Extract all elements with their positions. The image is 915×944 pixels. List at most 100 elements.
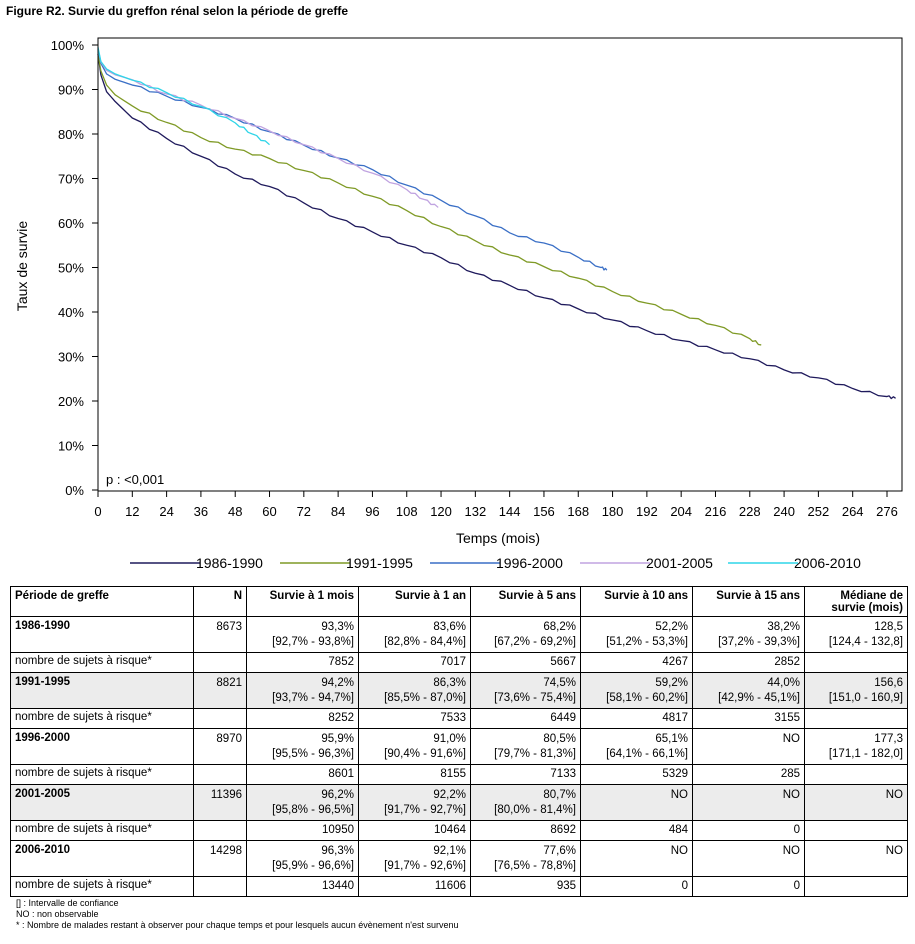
table-header-cell: Survie à 1 an bbox=[358, 586, 471, 617]
survival-value-cell: 92,2% [91,7% - 92,7%] bbox=[358, 784, 471, 821]
risk-label-cell: nombre de sujets à risque* bbox=[10, 708, 194, 729]
survival-value-cell: 74,5% [73,6% - 75,4%] bbox=[470, 672, 581, 709]
survival-value-cell: NO bbox=[692, 728, 805, 765]
note-ci: [] : Intervalle de confiance bbox=[16, 898, 119, 908]
table-notes: [] : Intervalle de confiance NO : non ob… bbox=[16, 898, 458, 931]
empty-cell bbox=[193, 820, 247, 841]
x-tick-label: 192 bbox=[636, 504, 658, 519]
period-cell: 2001-2005 bbox=[10, 784, 194, 821]
y-tick-label: 90% bbox=[58, 83, 84, 98]
y-tick-label: 60% bbox=[58, 216, 84, 231]
y-tick-label: 20% bbox=[58, 394, 84, 409]
risk-count-cell: 13440 bbox=[246, 876, 359, 897]
table-risk-row: nombre de sujets à risque* 10950 10464 8692… bbox=[10, 820, 908, 841]
risk-count-cell: 11606 bbox=[358, 876, 471, 897]
survival-value-cell: NO bbox=[804, 840, 908, 877]
table-row: 1996-2000 8970 95,9% [95,5% - 96,3%] 91,0% [9… bbox=[10, 728, 908, 765]
n-cell: 8821 bbox=[193, 672, 247, 709]
risk-count-cell: 7017 bbox=[358, 652, 471, 673]
survival-value-cell: 91,0% [90,4% - 91,6%] bbox=[358, 728, 471, 765]
n-cell: 11396 bbox=[193, 784, 247, 821]
survival-value-cell: 93,3% [92,7% - 93,8%] bbox=[246, 616, 359, 653]
x-tick-label: 96 bbox=[365, 504, 379, 519]
risk-count-cell: 0 bbox=[580, 876, 693, 897]
x-tick-label: 132 bbox=[464, 504, 486, 519]
survival-value-cell: 95,9% [95,5% - 96,3%] bbox=[246, 728, 359, 765]
period-cell: 2006-2010 bbox=[10, 840, 194, 877]
survival-value-cell: 177,3 [171,1 - 182,0] bbox=[804, 728, 908, 765]
empty-cell bbox=[193, 708, 247, 729]
x-tick-label: 180 bbox=[602, 504, 624, 519]
table-header-cell: Période de greffe bbox=[10, 586, 194, 617]
survival-value-cell: NO bbox=[804, 784, 908, 821]
table-header-cell: Survie à 1 mois bbox=[246, 586, 359, 617]
risk-label-cell: nombre de sujets à risque* bbox=[10, 652, 194, 673]
series-line-1991-1995 bbox=[97, 53, 762, 346]
x-tick-label: 144 bbox=[499, 504, 521, 519]
table-risk-row: nombre de sujets à risque* 13440 11606 935 0… bbox=[10, 876, 908, 897]
risk-count-cell: 0 bbox=[692, 820, 805, 841]
y-tick-label: 10% bbox=[58, 439, 84, 454]
risk-count-cell: 4267 bbox=[580, 652, 693, 673]
survival-value-cell: 86,3% [85,5% - 87,0%] bbox=[358, 672, 471, 709]
survival-value-cell: 128,5 [124,4 - 132,8] bbox=[804, 616, 908, 653]
table-header-cell: Survie à 5 ans bbox=[470, 586, 581, 617]
empty-cell bbox=[193, 764, 247, 785]
risk-count-cell: 7852 bbox=[246, 652, 359, 673]
survival-value-cell: 156,6 [151,0 - 160,9] bbox=[804, 672, 908, 709]
risk-count-cell: 5667 bbox=[470, 652, 581, 673]
y-tick-label: 100% bbox=[51, 38, 85, 53]
table-header-cell: N bbox=[193, 586, 247, 617]
x-tick-label: 240 bbox=[773, 504, 795, 519]
survival-value-cell: 77,6% [76,5% - 78,8%] bbox=[470, 840, 581, 877]
y-tick-label: 50% bbox=[58, 261, 84, 276]
x-tick-label: 84 bbox=[331, 504, 345, 519]
risk-count-cell: 2852 bbox=[692, 652, 805, 673]
table-risk-row: nombre de sujets à risque* 7852 7017 5667 42… bbox=[10, 652, 908, 673]
survival-value-cell: 83,6% [82,8% - 84,4%] bbox=[358, 616, 471, 653]
risk-count-cell: 8601 bbox=[246, 764, 359, 785]
empty-cell bbox=[804, 652, 908, 673]
empty-cell bbox=[193, 652, 247, 673]
x-tick-label: 60 bbox=[262, 504, 276, 519]
risk-count-cell: 7533 bbox=[358, 708, 471, 729]
risk-label-cell: nombre de sujets à risque* bbox=[10, 876, 194, 897]
x-axis-label: Temps (mois) bbox=[456, 530, 540, 546]
x-tick-label: 264 bbox=[842, 504, 864, 519]
survival-value-cell: 80,5% [79,7% - 81,3%] bbox=[470, 728, 581, 765]
table-header-row: Période de greffe N Survie à 1 mois Survie … bbox=[10, 586, 908, 617]
survival-value-cell: 80,7% [80,0% - 81,4%] bbox=[470, 784, 581, 821]
p-value-annotation: p : <0,001 bbox=[106, 472, 164, 487]
n-cell: 8673 bbox=[193, 616, 247, 653]
survival-value-cell: 68,2% [67,2% - 69,2%] bbox=[470, 616, 581, 653]
survival-value-cell: 94,2% [93,7% - 94,7%] bbox=[246, 672, 359, 709]
period-cell: 1986-1990 bbox=[10, 616, 194, 653]
risk-count-cell: 10464 bbox=[358, 820, 471, 841]
empty-cell bbox=[804, 764, 908, 785]
survival-value-cell: NO bbox=[580, 784, 693, 821]
series-line-1996-2000 bbox=[97, 49, 608, 271]
figure-title: Figure R2. Survie du greffon rénal selon… bbox=[6, 4, 349, 18]
legend-label: 1986-1990 bbox=[196, 555, 263, 571]
x-tick-label: 108 bbox=[396, 504, 418, 519]
series-line-1986-1990 bbox=[97, 53, 896, 400]
empty-cell bbox=[804, 876, 908, 897]
x-tick-label: 72 bbox=[297, 504, 311, 519]
risk-count-cell: 4817 bbox=[580, 708, 693, 729]
risk-count-cell: 8692 bbox=[470, 820, 581, 841]
risk-count-cell: 3155 bbox=[692, 708, 805, 729]
x-tick-label: 24 bbox=[159, 504, 173, 519]
risk-count-cell: 285 bbox=[692, 764, 805, 785]
y-tick-label: 0% bbox=[65, 483, 84, 498]
survival-value-cell: NO bbox=[692, 840, 805, 877]
table-header-cell: Médiane de survie (mois) bbox=[804, 586, 908, 617]
legend-label: 2001-2005 bbox=[646, 555, 713, 571]
survival-value-cell: 52,2% [51,2% - 53,3%] bbox=[580, 616, 693, 653]
empty-cell bbox=[193, 876, 247, 897]
n-cell: 8970 bbox=[193, 728, 247, 765]
survival-table-container: Période de greffe N Survie à 1 mois Survie … bbox=[10, 586, 908, 897]
x-tick-label: 12 bbox=[125, 504, 139, 519]
survival-chart: 0% 10% 20% 30% 40% 50% 60% 70% 80% 90% 100% 0 12 24 36… bbox=[14, 37, 903, 571]
risk-label-cell: nombre de sujets à risque* bbox=[10, 764, 194, 785]
risk-count-cell: 935 bbox=[470, 876, 581, 897]
